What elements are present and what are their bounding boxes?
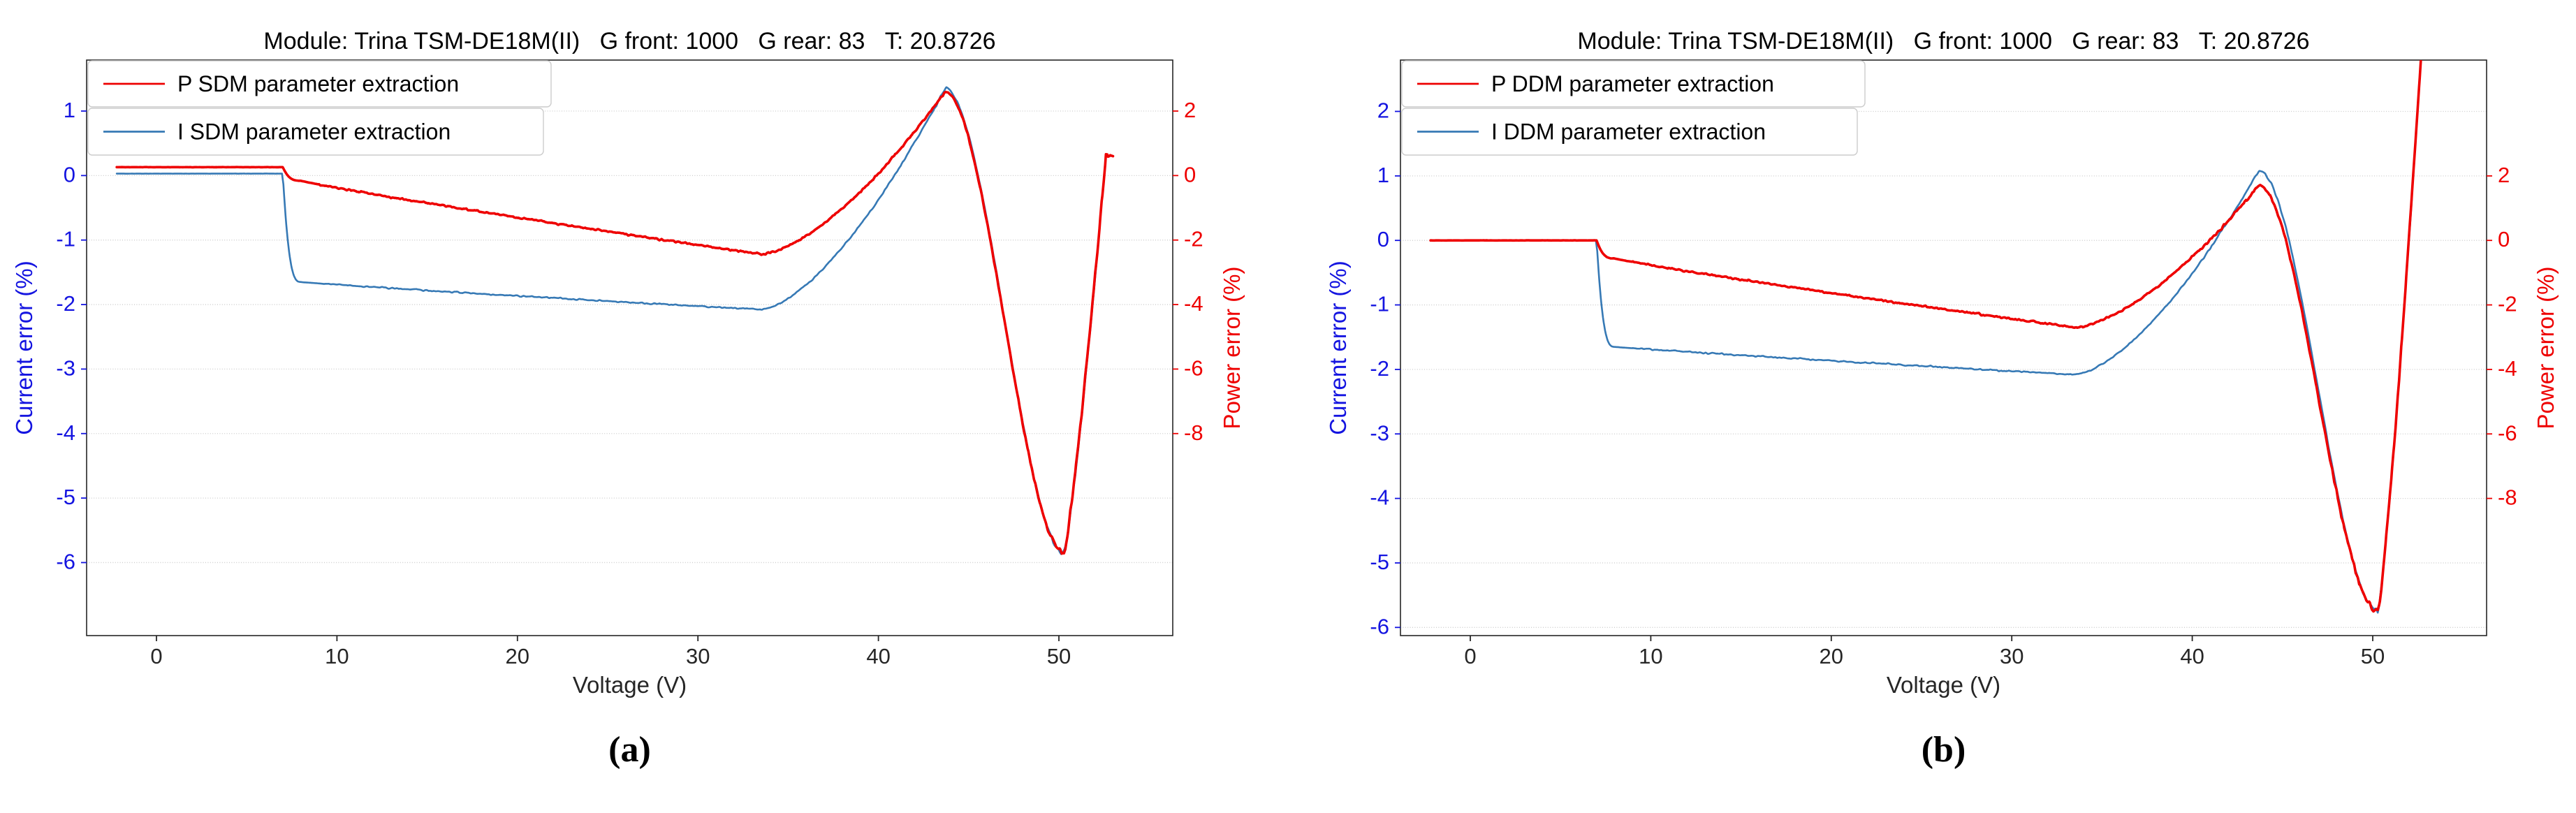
svg-text:-4: -4 bbox=[1370, 485, 1389, 510]
svg-text:-6: -6 bbox=[1184, 356, 1203, 380]
svg-text:Current error (%): Current error (%) bbox=[1325, 261, 1351, 434]
svg-text:Power error (%): Power error (%) bbox=[1219, 267, 1245, 430]
svg-text:0: 0 bbox=[2498, 227, 2510, 251]
svg-text:Power error (%): Power error (%) bbox=[2533, 267, 2559, 430]
svg-text:-1: -1 bbox=[56, 227, 75, 251]
svg-text:-8: -8 bbox=[2498, 485, 2517, 510]
svg-text:I DDM parameter extraction: I DDM parameter extraction bbox=[1491, 119, 1766, 145]
svg-text:20: 20 bbox=[506, 644, 529, 668]
svg-text:-2: -2 bbox=[1370, 356, 1389, 381]
svg-text:-6: -6 bbox=[1370, 614, 1389, 638]
svg-text:1: 1 bbox=[64, 98, 75, 122]
svg-text:Module: Trina TSM-DE18M(II): Module: Trina TSM-DE18M(II) G front: 100… bbox=[1577, 28, 2309, 54]
svg-text:0: 0 bbox=[150, 644, 162, 668]
svg-text:-8: -8 bbox=[1184, 420, 1203, 445]
svg-text:-5: -5 bbox=[56, 485, 75, 509]
svg-text:0: 0 bbox=[1464, 644, 1476, 668]
svg-text:2: 2 bbox=[2498, 163, 2510, 187]
svg-text:-6: -6 bbox=[56, 549, 75, 573]
svg-text:(a): (a) bbox=[608, 730, 651, 770]
svg-text:1: 1 bbox=[1377, 163, 1389, 187]
svg-text:10: 10 bbox=[1639, 644, 1662, 668]
svg-text:-3: -3 bbox=[56, 356, 75, 380]
svg-text:50: 50 bbox=[2361, 644, 2385, 668]
svg-text:-2: -2 bbox=[2498, 292, 2517, 316]
svg-text:I SDM parameter extraction: I SDM parameter extraction bbox=[177, 119, 451, 145]
svg-text:-1: -1 bbox=[1370, 292, 1389, 316]
svg-text:P SDM parameter extraction: P SDM parameter extraction bbox=[177, 71, 459, 96]
svg-text:-4: -4 bbox=[2498, 356, 2517, 381]
svg-text:-4: -4 bbox=[1184, 291, 1203, 316]
svg-text:P DDM parameter extraction: P DDM parameter extraction bbox=[1491, 71, 1774, 96]
svg-text:40: 40 bbox=[866, 644, 890, 668]
svg-text:-2: -2 bbox=[56, 291, 75, 316]
svg-text:Module: Trina TSM-DE18M(II): Module: Trina TSM-DE18M(II) G front: 100… bbox=[263, 28, 995, 54]
svg-text:10: 10 bbox=[325, 644, 349, 668]
svg-text:2: 2 bbox=[1377, 98, 1389, 123]
svg-text:(b): (b) bbox=[1922, 730, 1966, 770]
svg-text:-3: -3 bbox=[1370, 420, 1389, 445]
svg-text:-2: -2 bbox=[1184, 227, 1203, 251]
svg-text:40: 40 bbox=[2180, 644, 2204, 668]
svg-text:-6: -6 bbox=[2498, 420, 2517, 445]
svg-text:-5: -5 bbox=[1370, 550, 1389, 574]
svg-text:30: 30 bbox=[686, 644, 710, 668]
svg-text:30: 30 bbox=[2000, 644, 2024, 668]
svg-text:2: 2 bbox=[1184, 98, 1196, 122]
svg-text:Voltage (V): Voltage (V) bbox=[573, 672, 687, 698]
svg-text:20: 20 bbox=[1820, 644, 1843, 668]
svg-text:0: 0 bbox=[1184, 162, 1196, 186]
svg-text:Current error (%): Current error (%) bbox=[11, 261, 37, 434]
svg-text:50: 50 bbox=[1047, 644, 1071, 668]
svg-text:0: 0 bbox=[64, 162, 75, 186]
svg-text:Voltage (V): Voltage (V) bbox=[1887, 672, 2000, 698]
svg-text:0: 0 bbox=[1377, 227, 1389, 251]
svg-text:-4: -4 bbox=[56, 420, 75, 445]
